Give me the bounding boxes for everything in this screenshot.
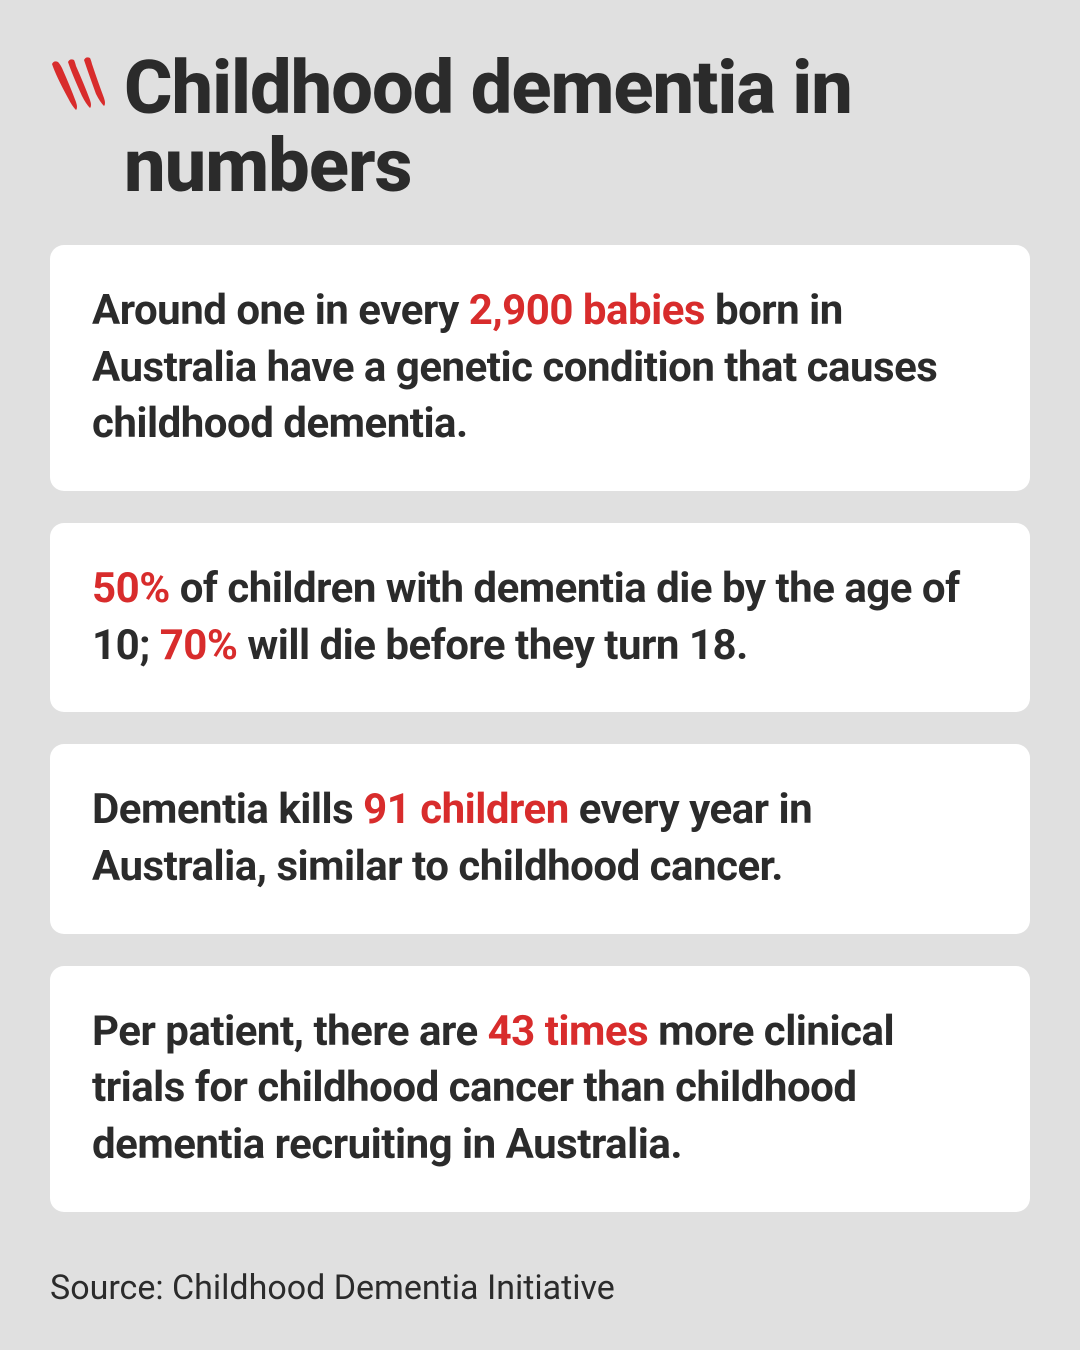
fact-card-text: 50% of children with dementia die by the… bbox=[92, 561, 988, 674]
source-attribution: Source: Childhood Dementia Initiative bbox=[50, 1268, 1030, 1308]
fact-card-text: Dementia kills 91 children every year in… bbox=[92, 782, 988, 895]
highlight-stat: 43 times bbox=[488, 1007, 649, 1056]
fact-card: Dementia kills 91 children every year in… bbox=[50, 744, 1030, 933]
fact-text-segment: Around one in every bbox=[92, 286, 469, 335]
fact-card: Per patient, there are 43 times more cli… bbox=[50, 966, 1030, 1212]
header: Childhood dementia in numbers bbox=[50, 50, 1030, 207]
fact-text-segment: will die before they turn 18. bbox=[237, 621, 747, 670]
highlight-stat: 50% bbox=[92, 564, 170, 613]
highlight-stat: 2,900 babies bbox=[469, 286, 705, 335]
fact-card: Around one in every 2,900 babies born in… bbox=[50, 245, 1030, 491]
fact-card: 50% of children with dementia die by the… bbox=[50, 523, 1030, 712]
cards-container: Around one in every 2,900 babies born in… bbox=[50, 245, 1030, 1244]
fact-text-segment: Dementia kills bbox=[92, 785, 363, 834]
fact-card-text: Around one in every 2,900 babies born in… bbox=[92, 283, 988, 453]
fact-card-text: Per patient, there are 43 times more cli… bbox=[92, 1004, 988, 1174]
page-title: Childhood dementia in numbers bbox=[124, 50, 1030, 207]
highlight-stat: 70% bbox=[160, 621, 238, 670]
highlight-stat: 91 children bbox=[363, 785, 569, 834]
sbs-logo-icon bbox=[50, 56, 114, 120]
fact-text-segment: Per patient, there are bbox=[92, 1007, 488, 1056]
